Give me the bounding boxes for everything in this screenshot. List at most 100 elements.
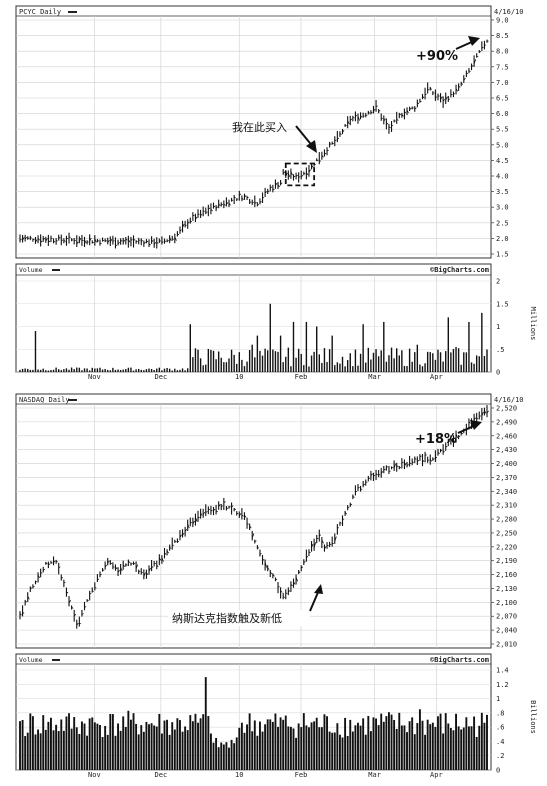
price-tick-label: 2,280 (496, 516, 517, 524)
x-axis-label: Mar (368, 373, 381, 381)
volume-label: Volume (19, 656, 43, 664)
volume-tick-label: 1 (496, 695, 500, 703)
price-tick-label: 5.0 (496, 141, 509, 149)
price-tick-label: 4.5 (496, 157, 509, 165)
price-tick-label: 3.0 (496, 204, 509, 212)
volume-label: Volume (19, 266, 43, 274)
volume-tick-label: 0 (496, 369, 500, 377)
buy-annotation-label: 我在此买入 (232, 121, 287, 134)
price-bar-close-tick (361, 489, 363, 490)
price-bar-close-tick (134, 563, 136, 564)
price-tick-label: 7.0 (496, 79, 509, 87)
chart-panel-2: NASDAQ Daily 4/16/10 Volume ©BigCharts.com 2… (16, 394, 537, 779)
volume-unit-label: Millions (529, 307, 537, 341)
chart-title: NASDAQ Daily (19, 396, 70, 404)
price-bar-close-tick (386, 467, 388, 468)
price-tick-label: 2.5 (496, 219, 509, 227)
price-tick-label: 2,490 (496, 418, 517, 426)
x-axis-label: Dec (155, 771, 168, 779)
price-tick-label: 8.0 (496, 48, 509, 56)
chart-title: PCYC Daily (19, 8, 61, 16)
x-axis-label: Nov (88, 373, 101, 381)
price-bar-close-tick (141, 240, 143, 241)
price-bar-close-tick (66, 238, 68, 239)
price-bar-close-tick (410, 463, 412, 464)
date-label: 4/16/10 (494, 8, 524, 16)
price-bar-close-tick (69, 237, 71, 238)
price-tick-label: 2,220 (496, 543, 517, 551)
price-tick-label: 2,190 (496, 557, 517, 565)
price-tick-label: 2.0 (496, 235, 509, 243)
x-axis-label: Apr (430, 771, 443, 779)
volume-plot-frame (16, 264, 491, 372)
x-axis-label: Mar (368, 771, 381, 779)
price-tick-label: 2,340 (496, 488, 517, 496)
price-tick-label: 2,460 (496, 432, 517, 440)
price-tick-label: 2,250 (496, 529, 517, 537)
x-axis-label: Feb (295, 771, 308, 779)
volume-tick-label: 1 (496, 323, 500, 331)
price-tick-label: 6.0 (496, 110, 509, 118)
price-bar-close-tick (177, 541, 179, 542)
volume-tick-label: 0 (496, 767, 500, 775)
price-tick-label: 2,130 (496, 585, 517, 593)
volume-tick-label: 1.5 (496, 300, 509, 308)
source-label: ©BigCharts.com (430, 656, 489, 664)
gain-annotation-label: +18% (415, 432, 457, 447)
title-legend-swatch (68, 11, 77, 13)
price-tick-label: 2,370 (496, 474, 517, 482)
volume-legend-swatch (52, 659, 60, 661)
volume-legend-swatch (52, 269, 60, 271)
x-axis-label: Feb (295, 373, 308, 381)
gain-annotation-label: +90% (416, 49, 458, 64)
price-tick-label: 2,430 (496, 446, 517, 454)
price-tick-label: 2,100 (496, 599, 517, 607)
x-axis-label: Apr (430, 373, 443, 381)
price-bar-close-tick (304, 173, 306, 174)
volume-tick-label: .8 (496, 709, 504, 717)
volume-tick-label: .2 (496, 752, 504, 760)
price-bar-close-tick (451, 94, 453, 95)
volume-tick-label: .6 (496, 724, 504, 732)
price-tick-label: 2,400 (496, 460, 517, 468)
price-bar-close-tick (376, 106, 378, 107)
source-label: ©BigCharts.com (430, 266, 489, 274)
price-bar-close-tick (402, 462, 404, 463)
price-bar-close-tick (131, 240, 133, 241)
price-tick-label: 2,160 (496, 571, 517, 579)
price-bar-close-tick (90, 593, 92, 594)
price-tick-label: 2,010 (496, 641, 517, 649)
title-legend-swatch (68, 399, 77, 401)
low-annotation-label: 纳斯达克指数触及新低 (172, 611, 282, 625)
price-bar-close-tick (286, 593, 288, 594)
price-bar-close-tick (250, 202, 252, 203)
volume-unit-label: Billions (529, 700, 537, 734)
volume-tick-label: 1.4 (496, 667, 509, 675)
price-tick-label: 5.5 (496, 126, 509, 134)
price-tick-label: 2,070 (496, 613, 517, 621)
volume-tick-label: .4 (496, 738, 504, 746)
price-bar-close-tick (20, 239, 22, 240)
price-tick-label: 8.5 (496, 32, 509, 40)
price-tick-label: 2,310 (496, 502, 517, 510)
price-bar-close-tick (131, 564, 133, 565)
date-label: 4/16/10 (494, 396, 524, 404)
volume-tick-label: 1.2 (496, 681, 509, 689)
volume-tick-label: .5 (496, 346, 504, 354)
price-tick-label: 6.5 (496, 95, 509, 103)
price-tick-label: 3.5 (496, 188, 509, 196)
price-tick-label: 4.0 (496, 173, 509, 181)
price-tick-label: 2,040 (496, 627, 517, 635)
price-bar-close-tick (412, 108, 414, 109)
x-axis-label: Nov (88, 771, 101, 779)
price-bar-close-tick (358, 487, 360, 488)
price-tick-label: 7.5 (496, 63, 509, 71)
price-tick-label: 1.5 (496, 251, 509, 259)
x-axis-label: 10 (235, 771, 243, 779)
price-bar-close-tick (105, 241, 107, 242)
price-tick-label: 9.0 (496, 17, 509, 25)
x-axis-label: Dec (155, 373, 168, 381)
